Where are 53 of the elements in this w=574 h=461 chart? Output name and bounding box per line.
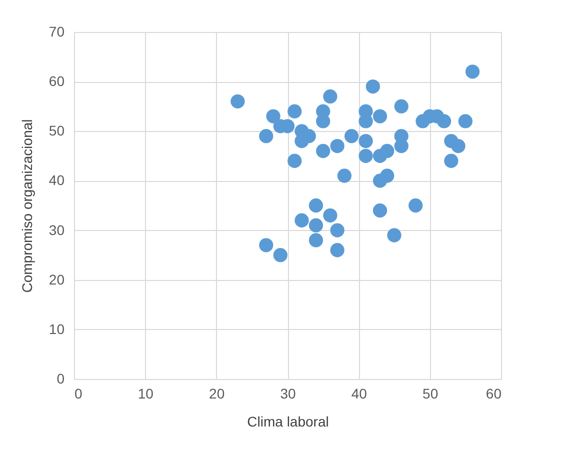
point [273,248,288,262]
y-axis-title: Compromiso organizacional [18,119,35,293]
point [259,129,274,144]
point [436,114,452,128]
point [358,148,373,163]
point [308,218,324,232]
x-tick-label: 50 [422,386,438,402]
point [380,144,394,158]
point [358,114,373,128]
point [394,99,408,114]
point [372,203,388,218]
y-tick-label: 10 [48,320,65,337]
point [308,198,324,213]
point [316,144,330,158]
point [330,223,344,238]
point [288,154,302,168]
y-tick-label: 0 [56,370,65,386]
point [337,168,352,183]
point [323,89,338,104]
y-tick-label: 50 [48,122,65,139]
x-tick-label: 40 [351,386,368,402]
point [408,198,423,213]
x-axis-title: Clima laboral [247,414,329,430]
point [294,213,309,228]
x-tick-label: 0 [74,386,82,402]
point [465,64,480,79]
point [444,154,458,168]
y-tick-label: 60 [48,73,65,90]
point [266,109,280,124]
x-tick-label: 30 [280,386,296,402]
x-tick-label: 10 [138,386,154,402]
y-tick-label: 20 [48,271,65,288]
point [451,138,466,154]
point [380,168,394,183]
point [366,79,380,94]
point [323,208,338,222]
point [230,94,245,108]
y-tick-label: 70 [48,24,65,40]
y-tick-label: 40 [48,172,65,188]
x-tick-label: 60 [486,386,502,402]
point [316,114,330,128]
x-tick-label: 20 [209,386,225,402]
point [458,114,472,128]
y-tick-label: 30 [48,222,65,238]
point [288,104,302,118]
point [344,129,359,144]
point [358,134,373,148]
point [330,243,344,258]
point [259,238,274,252]
point [308,233,324,248]
point [330,138,344,154]
point [372,109,388,124]
point [387,228,402,242]
